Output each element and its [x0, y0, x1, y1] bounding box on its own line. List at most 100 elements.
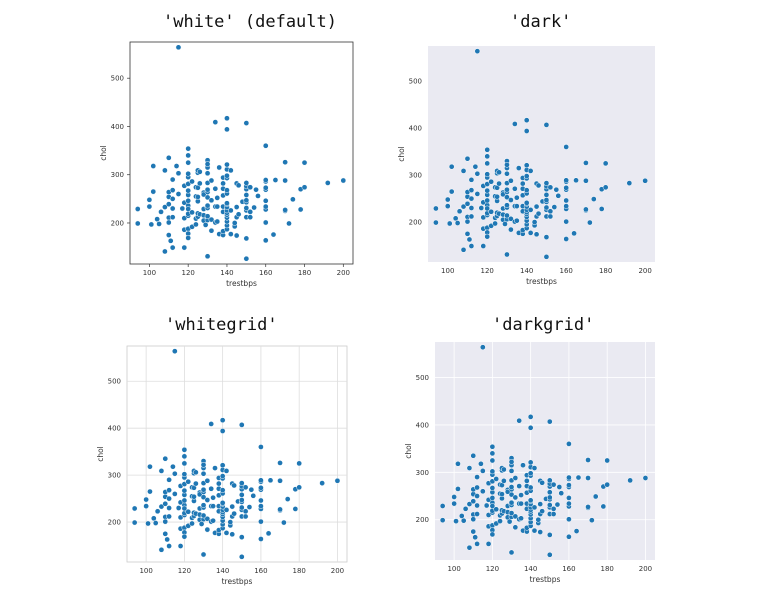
scatter-point [286, 220, 292, 227]
scatter-point [474, 484, 480, 491]
scatter-point [208, 485, 215, 492]
scatter-point [258, 497, 264, 504]
scatter-point [452, 215, 459, 222]
scatter-point [175, 170, 182, 177]
scatter-point [158, 468, 165, 474]
scatter-point [508, 226, 514, 233]
scatter-point [204, 253, 211, 260]
scatter-point [224, 115, 230, 122]
scatter-point [265, 530, 272, 537]
scatter-point [531, 504, 538, 511]
scatter-point [212, 119, 219, 125]
scatter-point [539, 508, 545, 515]
x-tick-label: 180 [292, 567, 305, 575]
scatter-point [143, 503, 149, 509]
x-axis-label: trestbps [226, 279, 257, 288]
scatter-point [493, 506, 500, 513]
scatter-point [474, 170, 481, 177]
scatter-point [204, 515, 211, 522]
scatter-point [451, 500, 457, 507]
x-tick-label: 120 [481, 267, 494, 275]
scatter-point [258, 518, 264, 525]
x-tick-label: 100 [143, 269, 156, 277]
scatter-point [602, 160, 609, 167]
scatter-point [523, 173, 530, 179]
scatter-point [227, 207, 234, 214]
scatter-point [247, 214, 254, 221]
scatter-point [262, 142, 269, 149]
scatter-point [219, 462, 226, 469]
scatter-point [165, 232, 172, 238]
scatter-point [173, 163, 180, 169]
scatter-point [202, 222, 209, 228]
scatter-point [204, 526, 211, 533]
scatter-point [242, 508, 249, 515]
scatter-point [319, 480, 325, 486]
scatter-point [504, 212, 510, 219]
scatter-point [439, 517, 446, 524]
scatter-point [523, 162, 530, 169]
scatter-point [284, 496, 291, 502]
scatter-point [175, 191, 182, 197]
scatter-point [446, 220, 453, 227]
scatter-point [444, 196, 451, 203]
scatter-point [147, 488, 153, 495]
scatter-chart-darkgrid: 100 120 140 160 180 200 200 300 400 500 trestbps ch… [404, 342, 655, 584]
scatter-point [527, 497, 534, 504]
scatter-point [573, 528, 580, 534]
scatter-point [267, 477, 274, 484]
scatter-point [210, 517, 216, 524]
scatter-point [527, 207, 534, 213]
scatter-point [512, 185, 518, 192]
scatter-point [170, 463, 176, 470]
scatter-point [537, 501, 544, 507]
scatter-point [224, 161, 230, 168]
scatter-point [464, 200, 471, 207]
scatter-point [566, 533, 572, 540]
scatter-point [238, 422, 245, 428]
scatter-point [468, 195, 475, 202]
scatter-point [262, 197, 269, 204]
scatter-point [248, 486, 255, 493]
scatter-point [462, 505, 469, 512]
scatter-point [537, 529, 544, 535]
scatter-point [214, 195, 221, 201]
y-tick-label: 400 [409, 125, 422, 133]
scatter-point [164, 536, 171, 543]
scatter-point [518, 515, 524, 522]
scatter-point [212, 465, 218, 471]
scatter-point [185, 159, 192, 166]
scatter-point [535, 516, 542, 523]
scatter-point [642, 475, 649, 481]
scatter-point [169, 176, 176, 183]
x-axis-label: trestbps [526, 277, 557, 286]
scatter-point [177, 543, 184, 549]
scatter-point [193, 480, 199, 487]
x-tick: 180 [599, 267, 612, 275]
x-tick: 140 [220, 264, 234, 277]
scatter-point [497, 518, 503, 524]
scatter-point [566, 516, 572, 523]
scatter-point [247, 184, 254, 191]
scatter-point [277, 477, 283, 484]
scatter-point [281, 519, 287, 526]
scatter-point [185, 187, 192, 194]
scatter-point [563, 144, 570, 150]
y-tick: 400 [108, 425, 121, 433]
scatter-point [147, 463, 153, 470]
scatter-point [472, 534, 479, 541]
scatter-point [546, 494, 553, 501]
scatter-point [460, 517, 467, 524]
scatter-point [282, 177, 288, 184]
scatter-point [208, 177, 215, 184]
scatter-point [466, 501, 473, 507]
y-tick-label: 500 [416, 374, 429, 382]
scatter-point [175, 505, 182, 511]
scatter-point [489, 531, 496, 538]
scatter-point [220, 180, 226, 187]
scatter-point [292, 506, 299, 512]
scatter-point [592, 493, 599, 500]
scatter-point [204, 170, 211, 177]
scatter-point [165, 154, 172, 161]
scatter-point [484, 160, 491, 167]
